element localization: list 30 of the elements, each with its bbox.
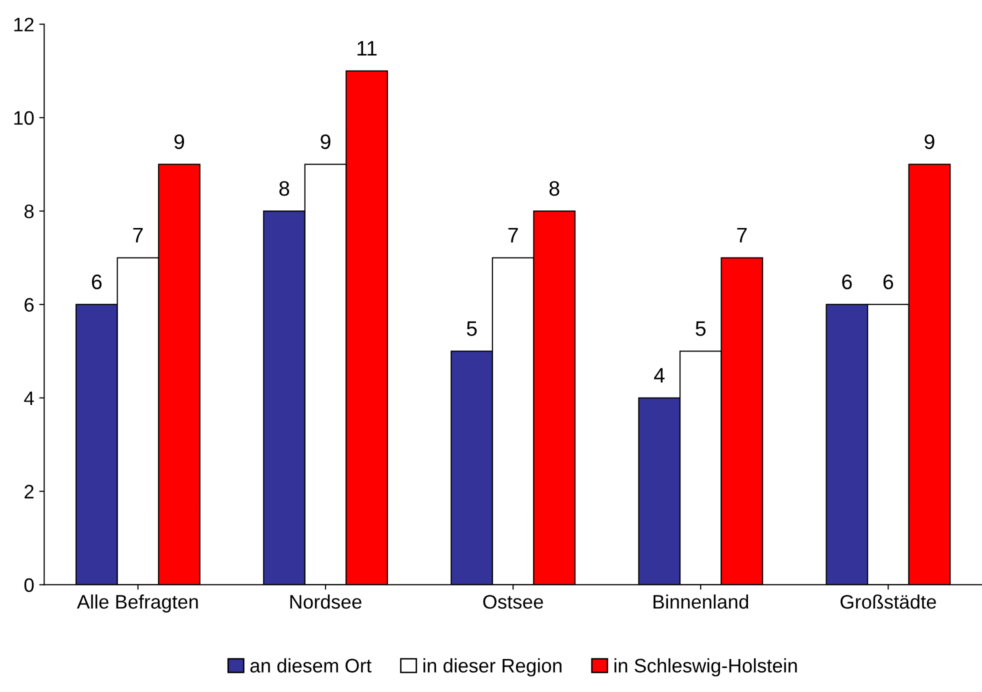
x-tick-label: Ostsee [483, 594, 544, 609]
data-label: 9 [320, 134, 330, 150]
data-label: 8 [279, 181, 290, 196]
data-label: 8 [549, 181, 560, 196]
data-label: 6 [92, 274, 102, 290]
data-label: 4 [654, 368, 665, 382]
x-tick-label: Alle Befragten [76, 594, 198, 613]
data-label: 5 [466, 321, 477, 336]
legend-label: an diesem Ort [250, 658, 372, 673]
y-tick-label: 0 [24, 578, 34, 592]
y-tick-label: 10 [14, 111, 34, 125]
data-label: 7 [508, 228, 518, 242]
y-tick-label: 2 [24, 484, 34, 498]
y-tick-label: 8 [24, 204, 34, 218]
data-label: 9 [174, 134, 184, 150]
legend-label: in Schleswig-Holstein [614, 658, 797, 676]
x-tick-label: Großstädte [840, 594, 936, 609]
y-tick-label: 6 [24, 298, 34, 312]
data-label: 9 [924, 134, 934, 150]
y-tick-label: 4 [24, 392, 34, 405]
legend-label: in dieser Region [423, 658, 562, 676]
data-label: 6 [883, 274, 894, 290]
x-tick-label: Nordsee [290, 594, 362, 609]
x-tick-label: Binnenland [654, 594, 748, 609]
data-label: 7 [737, 228, 747, 242]
data-label: 6 [842, 274, 852, 290]
y-tick-label: 12 [14, 18, 34, 32]
data-label: 11 [358, 41, 377, 56]
data-label: 7 [133, 228, 143, 242]
data-label: 5 [696, 321, 706, 336]
